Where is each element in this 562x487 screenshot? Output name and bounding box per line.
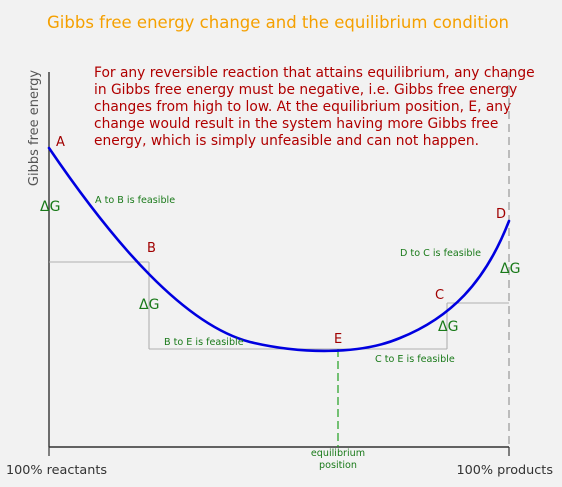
point-e-label: E — [334, 332, 342, 347]
diagram-title: Gibbs free energy change and the equilib… — [47, 13, 509, 32]
description-line: in Gibbs free energy must be negative, i… — [94, 82, 517, 98]
point-d-label: D — [496, 207, 506, 222]
transition-b-to-e: B to E is feasible — [164, 337, 244, 348]
x-axis-left-label: 100% reactants — [6, 463, 107, 478]
transition-c-to-e: C to E is feasible — [375, 354, 455, 365]
transition-d-to-c: D to C is feasible — [400, 248, 481, 259]
transition-a-to-b: A to B is feasible — [95, 195, 175, 206]
gibbs-energy-curve — [47, 146, 511, 353]
delta-g-label-be: ΔG — [139, 297, 159, 313]
x-axis-right-label: 100% products — [456, 463, 553, 478]
description-line: For any reversible reaction that attains… — [94, 65, 535, 81]
point-b-label: B — [147, 241, 156, 256]
delta-g-label-ce: ΔG — [438, 319, 458, 335]
description-line: energy, which is simply unfeasible and c… — [94, 133, 479, 149]
guide-lines — [49, 261, 509, 350]
description-line: changes from high to low. At the equilib… — [94, 99, 511, 115]
equilibrium-label-line1: equilibrium — [311, 448, 365, 459]
y-axis-label: Gibbs free energy — [27, 70, 42, 186]
delta-g-label-ab: ΔG — [40, 199, 60, 215]
equilibrium-label-line2: position — [319, 460, 357, 471]
point-a-label: A — [56, 135, 65, 150]
description-line: change would result in the system having… — [94, 116, 498, 132]
description-text: For any reversible reaction that attains… — [94, 65, 535, 149]
delta-g-label-dc: ΔG — [500, 261, 520, 277]
point-c-label: C — [435, 288, 444, 303]
